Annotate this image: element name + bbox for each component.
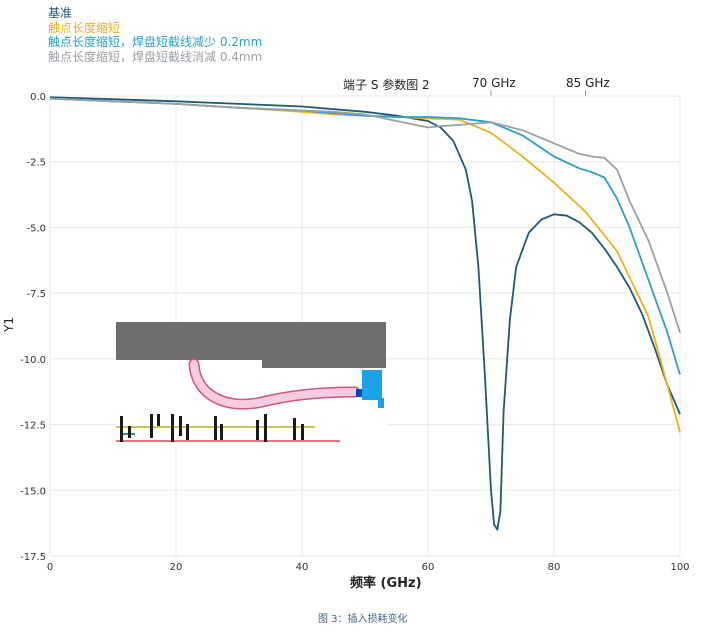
- pcb-via-cross-section-icon: [116, 322, 386, 446]
- y-tick-label: -2.5: [26, 158, 46, 169]
- legend-item-0: 基准: [48, 6, 73, 20]
- x-tick-label: 100: [670, 562, 689, 573]
- x-tick-label: 20: [170, 562, 183, 573]
- y-tick-label: -7.5: [26, 289, 46, 300]
- x-tick-label: 0: [47, 562, 53, 573]
- x-ticks: 0 20 40 60 80 100: [47, 562, 690, 573]
- figure-caption: 图 3：插入损耗变化: [318, 614, 408, 625]
- y-tick-label: -10.0: [20, 355, 46, 366]
- y-tick-label: -5.0: [26, 223, 46, 234]
- chart-title: 端子 S 参数图 2: [343, 78, 430, 92]
- x-tick-label: 40: [296, 562, 309, 573]
- series-lines: [49, 96, 681, 531]
- y-tick-label: -15.0: [20, 486, 46, 497]
- series-line-0: [49, 96, 681, 531]
- series-line-3: [49, 97, 681, 333]
- marker-label-85: 85 GHz: [566, 76, 610, 90]
- y-axis-label: Y1: [2, 317, 16, 332]
- marker-label-70: 70 GHz: [472, 76, 516, 90]
- legend-item-2: 触点长度缩短，焊盘短截线减少 0.2mm: [48, 35, 263, 49]
- x-tick-label: 80: [548, 562, 561, 573]
- legend: 基准 触点长度缩短 触点长度缩短，焊盘短截线减少 0.2mm 触点长度缩短，焊盘…: [48, 6, 262, 64]
- legend-item-1: 触点长度缩短: [48, 20, 121, 35]
- x-tick-label: 60: [422, 562, 435, 573]
- legend-item-3: 触点长度缩短，焊盘短截线消减 0.4mm: [48, 49, 263, 64]
- y-tick-label: -12.5: [20, 421, 46, 432]
- x-axis-label: 频率 (GHz): [350, 576, 422, 591]
- y-ticks: 0.0 -2.5 -5.0 -7.5 -10.0 -12.5 -15.0 -17.5: [20, 92, 46, 563]
- y-tick-label: -17.5: [20, 552, 46, 563]
- y-tick-label: 0.0: [30, 92, 46, 103]
